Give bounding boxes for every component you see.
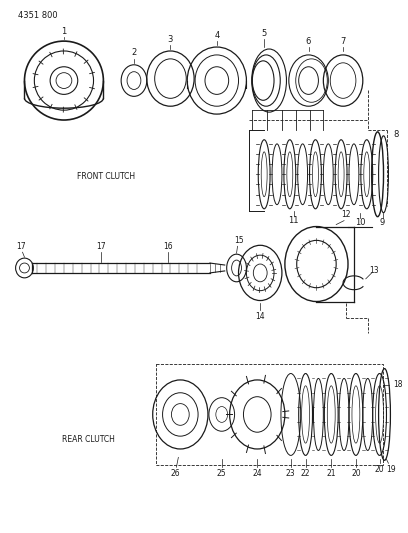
Text: REAR CLUTCH: REAR CLUTCH [62,434,115,443]
Text: 23: 23 [286,469,296,478]
Text: 17: 17 [97,242,106,251]
Text: 18: 18 [393,381,403,390]
Text: 2: 2 [131,49,137,58]
Text: 8: 8 [393,130,399,139]
Text: 4: 4 [214,31,220,39]
Text: 24: 24 [253,469,262,478]
Text: 19: 19 [387,465,396,474]
Text: 3: 3 [168,35,173,44]
Text: 20: 20 [351,469,361,478]
Text: 26: 26 [171,469,180,478]
Text: 21: 21 [326,469,336,478]
Text: 6: 6 [306,37,311,46]
Text: 13: 13 [369,266,379,276]
Text: 11: 11 [288,216,299,225]
Bar [156,364,383,465]
Text: 5: 5 [262,29,267,38]
Text: 22: 22 [301,469,310,478]
Text: FRONT CLUTCH: FRONT CLUTCH [77,172,135,181]
Text: 16: 16 [164,242,173,251]
Text: 4351 800: 4351 800 [18,11,57,20]
Text: 7: 7 [340,37,346,46]
Text: 15: 15 [234,236,243,245]
Text: 9: 9 [380,218,385,227]
Text: 20: 20 [375,465,384,474]
Text: 1: 1 [61,27,67,36]
Text: 10: 10 [355,218,365,227]
Text: 12: 12 [341,210,351,219]
Text: 14: 14 [255,312,265,321]
Text: 25: 25 [217,469,226,478]
Text: 17: 17 [16,242,25,251]
